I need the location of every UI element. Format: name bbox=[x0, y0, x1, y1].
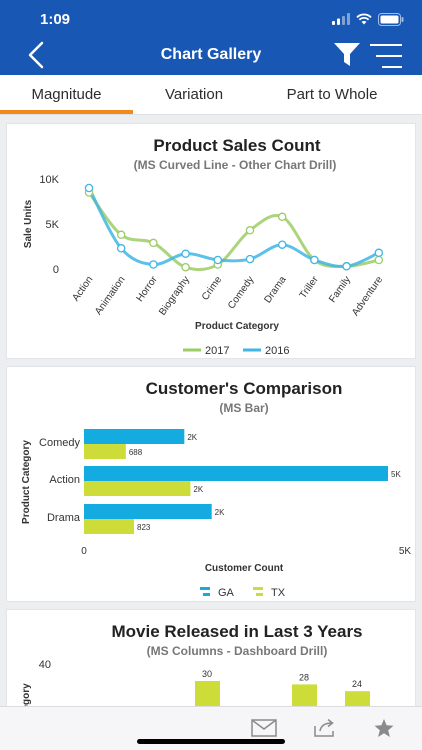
x-tick-label: Adventure bbox=[350, 274, 385, 318]
star-icon[interactable] bbox=[373, 718, 395, 738]
x-tick-label: Animation bbox=[93, 274, 128, 317]
legend-swatch-tx bbox=[253, 587, 263, 590]
data-point[interactable] bbox=[277, 240, 287, 249]
bar-tx[interactable] bbox=[84, 481, 191, 496]
x-tick-label: Drama bbox=[262, 274, 288, 305]
chart-title: Customer's Comparison bbox=[146, 379, 343, 398]
chart-legend: GA TX bbox=[200, 587, 286, 599]
signal-icon bbox=[332, 13, 350, 25]
y-tick-label: Action bbox=[49, 474, 80, 486]
data-point[interactable] bbox=[277, 212, 287, 222]
tab-variation[interactable]: Variation bbox=[164, 86, 224, 103]
y-axis-label: Product Category bbox=[21, 440, 32, 524]
y-tick-label: Comedy bbox=[39, 437, 80, 449]
x-axis-label: Customer Count bbox=[205, 563, 284, 574]
legend-label-ga[interactable]: GA bbox=[218, 587, 235, 599]
legend-swatch-ga-2 bbox=[203, 593, 210, 596]
battery-icon bbox=[378, 12, 404, 26]
y-tick-label: 40 bbox=[39, 659, 51, 671]
data-point[interactable] bbox=[149, 260, 158, 269]
tab-part-to-whole[interactable]: Part to Whole bbox=[286, 86, 378, 103]
x-axis-label: Product Category bbox=[195, 321, 279, 332]
menu-icon[interactable] bbox=[370, 43, 402, 69]
x-tick-label: Family bbox=[327, 274, 353, 304]
bar-tx[interactable] bbox=[84, 444, 126, 459]
series-line-2016[interactable] bbox=[87, 187, 380, 269]
x-tick-label: Crime bbox=[200, 274, 225, 303]
legend-label-tx[interactable]: TX bbox=[271, 587, 286, 599]
chart-subtitle: (MS Curved Line - Other Chart Drill) bbox=[134, 158, 337, 172]
chart-subtitle: (MS Columns - Dashboard Drill) bbox=[147, 644, 328, 658]
bar-ga[interactable] bbox=[84, 429, 185, 444]
x-tick-label: 0 bbox=[81, 546, 87, 557]
data-point[interactable] bbox=[116, 230, 126, 240]
share-icon[interactable] bbox=[313, 719, 337, 737]
data-label: 823 bbox=[137, 523, 151, 532]
legend-swatch-tx-2 bbox=[256, 593, 263, 596]
back-icon[interactable] bbox=[22, 40, 52, 70]
line-chart[interactable]: Product Sales Count (MS Curved Line - Ot… bbox=[7, 124, 416, 359]
chart-subtitle: (MS Bar) bbox=[219, 401, 268, 415]
data-label: 2K bbox=[215, 508, 225, 517]
status-icons bbox=[332, 12, 404, 26]
data-point[interactable] bbox=[245, 254, 255, 264]
chart-title: Movie Released in Last 3 Years bbox=[111, 622, 362, 641]
active-tab-indicator bbox=[0, 110, 133, 114]
status-time: 1:09 bbox=[40, 11, 71, 28]
data-label: 2K bbox=[187, 433, 197, 442]
data-point[interactable] bbox=[181, 262, 190, 272]
data-point[interactable] bbox=[374, 248, 384, 258]
legend-label-2017[interactable]: 2017 bbox=[205, 345, 229, 357]
data-point[interactable] bbox=[342, 262, 351, 271]
data-label: 5K bbox=[391, 470, 401, 479]
app-header: 1:09 Chart Gallery bbox=[0, 0, 422, 75]
data-label: 28 bbox=[299, 672, 309, 682]
y-tick-label: 5K bbox=[46, 219, 60, 231]
tab-magnitude[interactable]: Magnitude bbox=[31, 86, 102, 103]
data-point[interactable] bbox=[84, 183, 94, 193]
data-point[interactable] bbox=[181, 249, 190, 258]
legend-swatch-ga bbox=[200, 587, 210, 590]
bar-tx[interactable] bbox=[84, 519, 135, 534]
x-tick-label: Triller bbox=[298, 274, 322, 301]
y-tick-label: 0 bbox=[53, 264, 59, 276]
email-icon[interactable] bbox=[251, 719, 277, 737]
data-point[interactable] bbox=[149, 238, 158, 248]
home-indicator bbox=[137, 739, 285, 744]
filter-icon[interactable] bbox=[333, 42, 361, 68]
bar-chart[interactable]: Customer's Comparison (MS Bar) Product C… bbox=[7, 367, 416, 602]
x-tick-label: 5K bbox=[399, 546, 412, 557]
data-point[interactable] bbox=[374, 255, 384, 265]
bar-ga[interactable] bbox=[84, 466, 388, 481]
y-tick-label: Drama bbox=[47, 512, 81, 524]
page-title: Chart Gallery bbox=[160, 46, 262, 63]
x-tick-label: Biography bbox=[157, 274, 192, 317]
wifi-icon bbox=[356, 13, 372, 25]
data-label: 24 bbox=[352, 679, 362, 689]
x-tick-label: Comedy bbox=[226, 274, 256, 311]
legend-label-2016[interactable]: 2016 bbox=[265, 345, 289, 357]
y-axis-label: Category bbox=[21, 683, 32, 727]
data-label: 2K bbox=[193, 485, 203, 494]
bar-ga[interactable] bbox=[84, 504, 212, 519]
data-label: 30 bbox=[202, 669, 212, 679]
data-label: 688 bbox=[129, 448, 143, 457]
data-point[interactable] bbox=[245, 226, 255, 235]
x-tick-label: Action bbox=[71, 274, 96, 303]
y-axis-label: Sale Units bbox=[23, 199, 34, 248]
data-point[interactable] bbox=[116, 244, 126, 253]
data-point[interactable] bbox=[310, 255, 319, 265]
tab-bar: Magnitude Variation Part to Whole bbox=[0, 75, 422, 115]
chart-legend: 2017 2016 bbox=[183, 345, 289, 357]
chart-card-product-sales[interactable]: Product Sales Count (MS Curved Line - Ot… bbox=[6, 123, 416, 359]
x-tick-label: Horror bbox=[135, 274, 161, 304]
data-point[interactable] bbox=[213, 255, 223, 265]
y-tick-label: 10K bbox=[39, 174, 59, 186]
chart-title: Product Sales Count bbox=[153, 136, 321, 155]
chart-card-customer-comparison[interactable]: Customer's Comparison (MS Bar) Product C… bbox=[6, 366, 416, 602]
